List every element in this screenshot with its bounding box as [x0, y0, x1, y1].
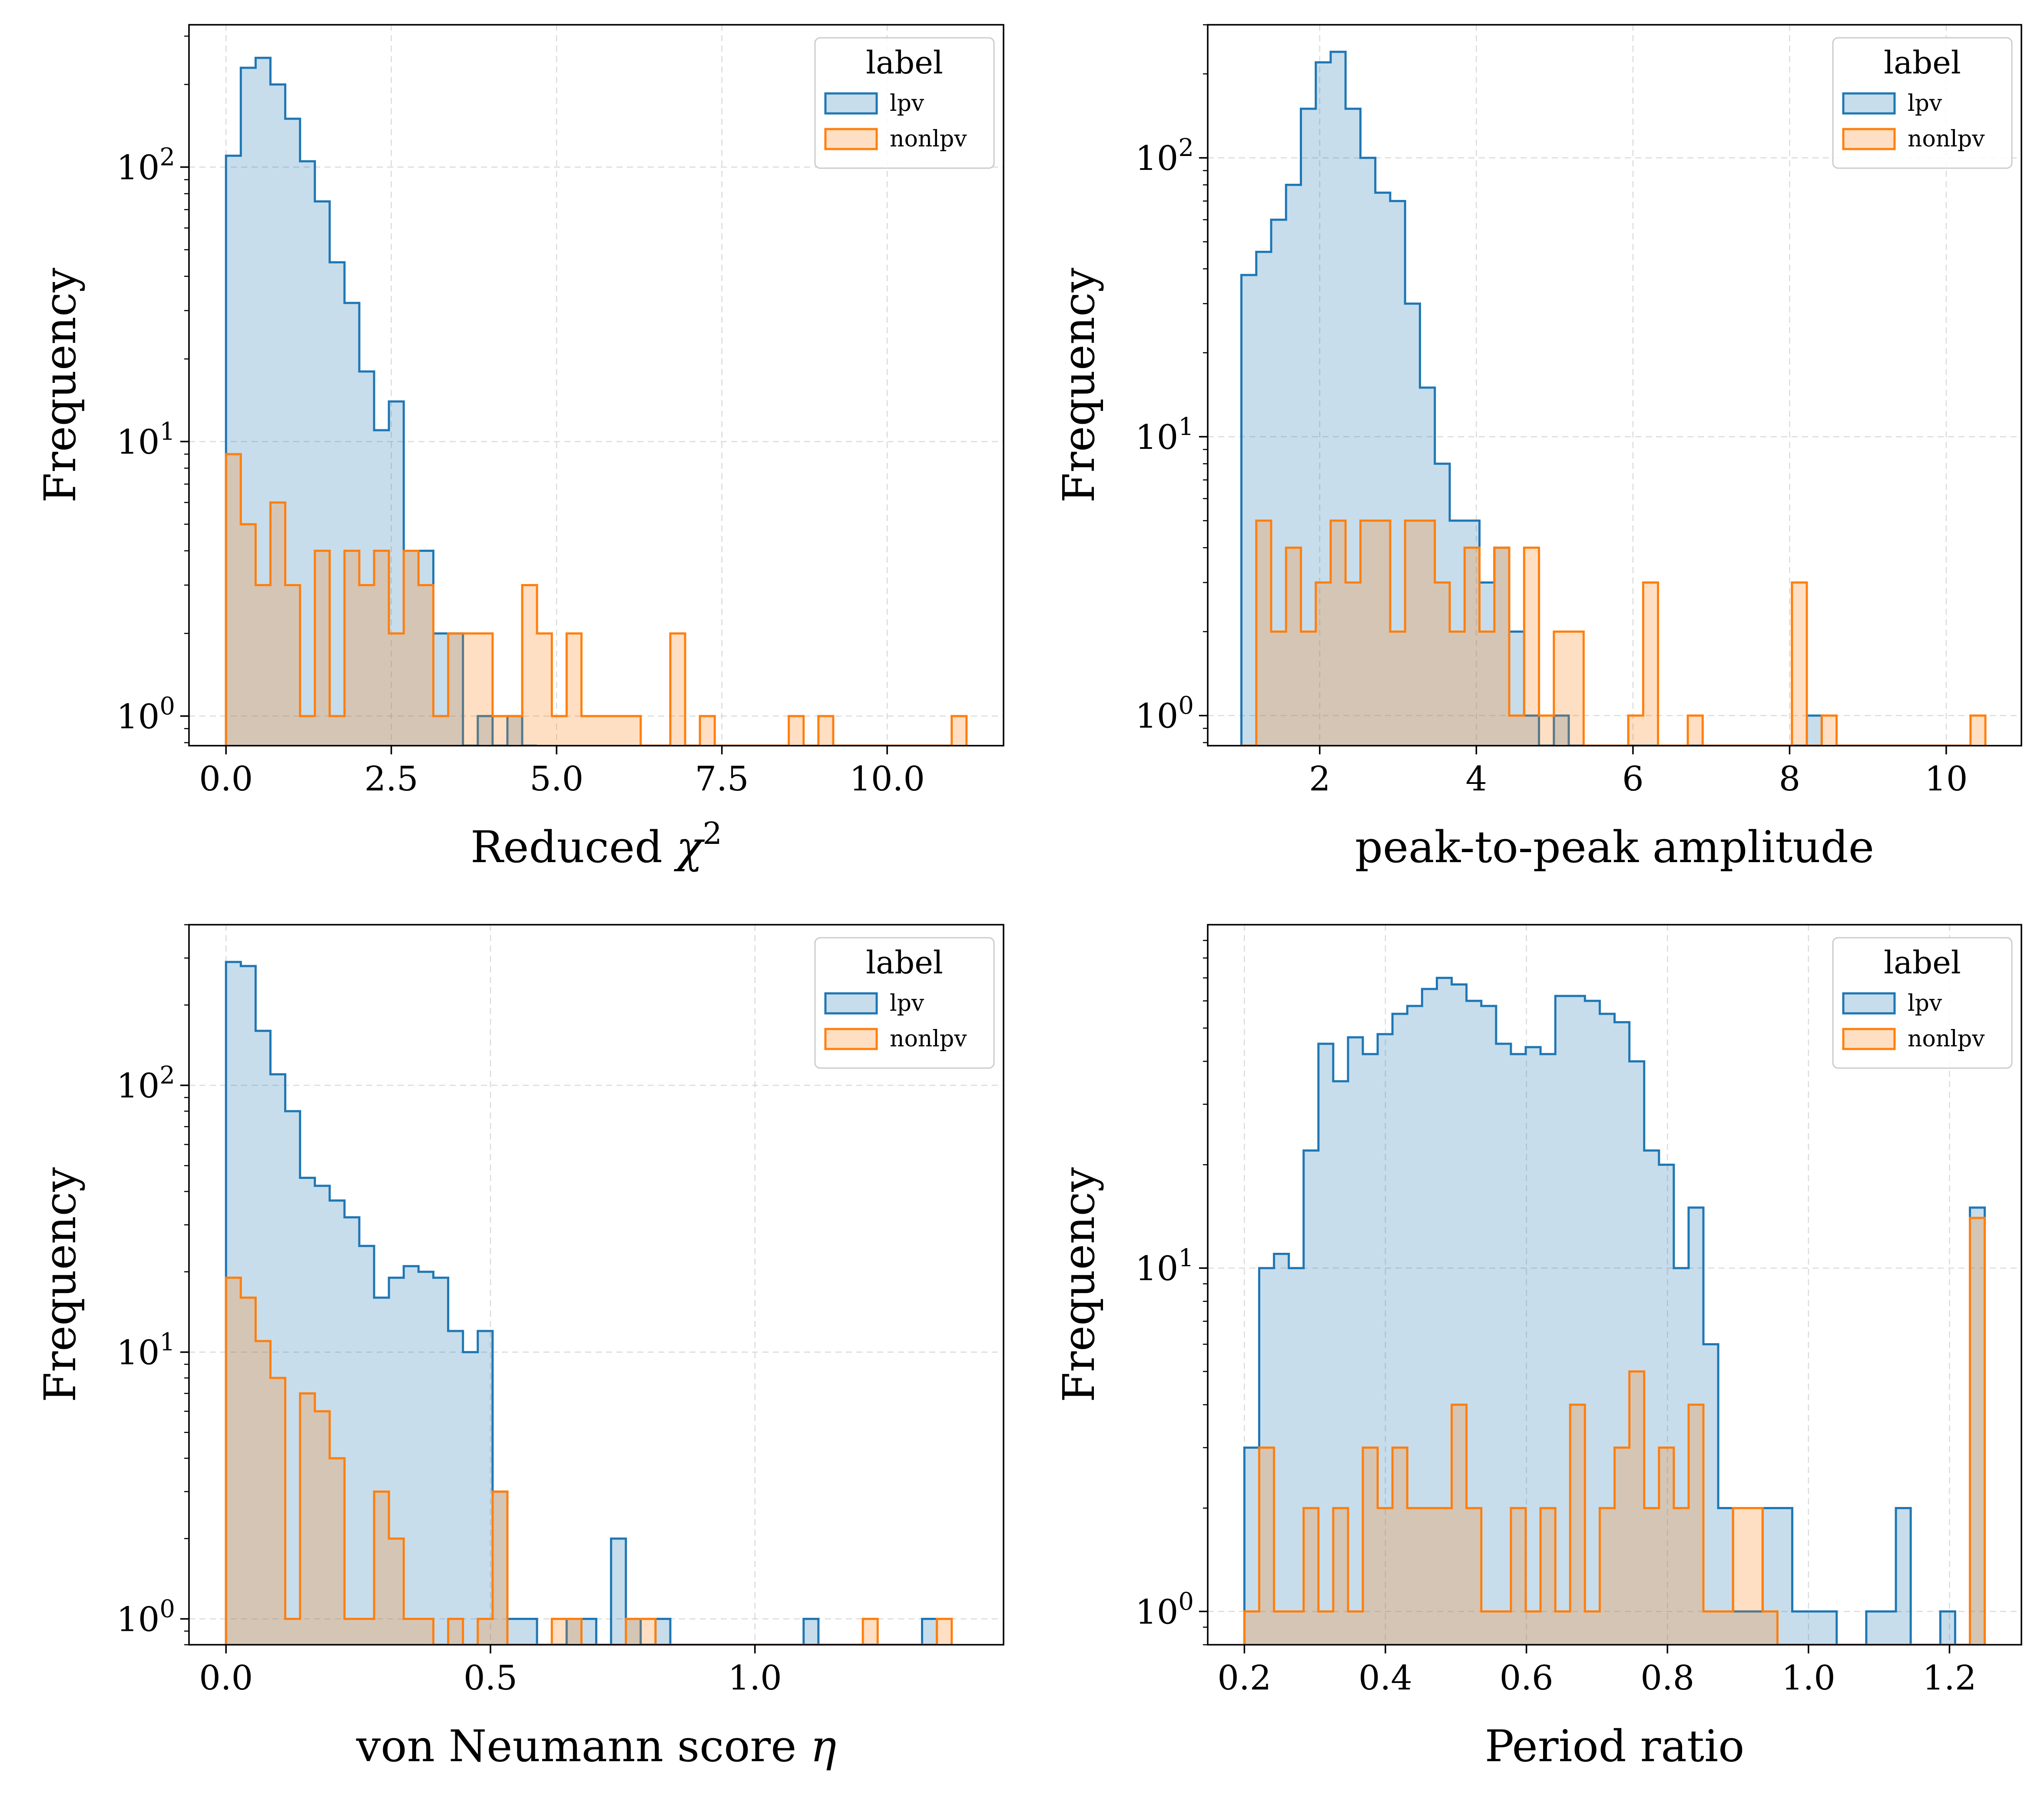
x-tick-label: 0.6: [1500, 1659, 1554, 1698]
x-tick-label: 1.2: [1922, 1659, 1976, 1698]
panel-4: 0.2 0.4 0.6 0.8 1.0 1.2 100 101 Period ratio Freq…: [1053, 924, 2022, 1772]
x-tick-label: 8: [1779, 760, 1801, 799]
y-tick-label: 102: [116, 143, 175, 188]
panel-2: 2 4 6 8 10 100 101 102 peak-to-peak amplitude Fre…: [1053, 24, 2022, 873]
histogram-step-lpv: [225, 56, 537, 746]
plot-frame: [188, 924, 1004, 1646]
legend-label-nonlpv: nonlpv: [890, 1026, 967, 1052]
legend-title: label: [1884, 44, 1961, 81]
legend-swatch-nonlpv: [824, 128, 878, 150]
y-tick-label: 100: [116, 1595, 175, 1640]
panel-1: 0.0 2.5 5.0 7.5 10.0 100 101 102 Reduced χ2 Frequ…: [35, 24, 1004, 873]
x-tick-label: 0.4: [1358, 1659, 1412, 1698]
x-axis-label: von Neumann score η: [356, 1721, 836, 1772]
legend-title: label: [1884, 944, 1961, 981]
y-axis-label: Frequency: [1053, 1167, 1104, 1402]
y-tick-label: 101: [1135, 413, 1194, 457]
y-tick-label: 100: [116, 692, 175, 737]
x-tick-label: 10: [1925, 760, 1968, 799]
legend-label-lpv: lpv: [890, 90, 924, 116]
y-tick-label: 102: [116, 1062, 175, 1106]
plot-frame: [1207, 24, 2022, 747]
legend: label lpv nonlpv: [1832, 937, 2013, 1069]
x-tick-label: 5.0: [530, 760, 583, 799]
legend-label-nonlpv: nonlpv: [1908, 126, 1985, 152]
histogram-step-lpv: [225, 961, 938, 1645]
legend: label lpv nonlpv: [814, 37, 995, 169]
x-tick-label: 1.0: [728, 1659, 782, 1698]
plot-frame: [1207, 924, 2022, 1646]
panel-3: 0.0 0.5 1.0 100 101 102 von Neumann score η Fre…: [35, 924, 1004, 1772]
x-axis-label: Reduced χ2: [470, 816, 722, 873]
x-axis-label: peak-to-peak amplitude: [1355, 822, 1874, 873]
y-tick-label: 100: [1135, 692, 1194, 736]
legend-box: [1832, 37, 2013, 169]
x-tick-label: 0.2: [1217, 1659, 1271, 1698]
x-tick-label: 2: [1309, 760, 1331, 799]
legend-title: label: [866, 44, 943, 81]
y-axis-label: Frequency: [35, 268, 86, 503]
x-tick-label: 4: [1466, 760, 1487, 799]
legend-swatch-lpv: [1842, 992, 1896, 1015]
legend-swatch-nonlpv: [824, 1028, 878, 1050]
x-tick-label: 1.0: [1782, 1659, 1835, 1698]
histogram-step-nonlpv: [225, 453, 968, 746]
legend-swatch-nonlpv: [1842, 1028, 1896, 1050]
x-tick-label: 0.0: [199, 760, 253, 799]
histogram-fill-lpv: [226, 962, 937, 1645]
legend-box: [1832, 937, 2013, 1069]
y-tick-label: 100: [1135, 1587, 1194, 1632]
x-tick-label: 0.0: [199, 1659, 253, 1698]
histogram-fill-lpv: [1244, 978, 1985, 1645]
x-tick-label: 6: [1622, 760, 1644, 799]
x-tick-label: 10.0: [849, 760, 925, 799]
y-tick-label: 102: [1135, 134, 1194, 178]
histogram-fill-nonlpv: [1244, 1218, 1985, 1645]
y-axis-label: Frequency: [35, 1167, 86, 1402]
y-axis-label: Frequency: [1053, 268, 1104, 503]
x-tick-label: 0.5: [464, 1659, 517, 1698]
histogram-fill-lpv: [226, 58, 537, 746]
legend-title: label: [866, 944, 943, 981]
legend-label-nonlpv: nonlpv: [890, 126, 967, 152]
x-tick-label: 2.5: [364, 760, 418, 799]
legend-swatch-lpv: [1842, 92, 1896, 115]
histogram-step-nonlpv: [1241, 519, 1987, 746]
plot-frame: [188, 24, 1004, 747]
legend: label lpv nonlpv: [814, 937, 995, 1069]
histogram-fill-nonlpv: [226, 454, 967, 746]
legend-label-lpv: lpv: [1908, 90, 1942, 116]
legend-box: [814, 937, 995, 1069]
legend-swatch-nonlpv: [1842, 128, 1896, 150]
x-axis-label: Period ratio: [1485, 1721, 1745, 1772]
histogram-step-nonlpv: [225, 1276, 953, 1645]
legend-swatch-lpv: [824, 992, 878, 1015]
y-tick-label: 101: [116, 1328, 175, 1373]
histogram-step-nonlpv: [1243, 1217, 1986, 1645]
legend-label-lpv: lpv: [890, 990, 924, 1016]
legend-label-nonlpv: nonlpv: [1908, 1026, 1985, 1052]
x-tick-label: 0.8: [1640, 1659, 1694, 1698]
legend: label lpv nonlpv: [1832, 37, 2013, 169]
x-tick-label: 7.5: [695, 760, 749, 799]
legend-box: [814, 37, 995, 169]
legend-label-lpv: lpv: [1908, 990, 1942, 1016]
legend-swatch-lpv: [824, 92, 878, 115]
y-tick-label: 101: [1135, 1244, 1194, 1288]
histogram-step-lpv: [1243, 976, 1986, 1645]
histogram-fill-nonlpv: [1241, 521, 1986, 746]
histogram-fill-lpv: [1241, 52, 1822, 746]
y-tick-label: 101: [116, 418, 175, 462]
